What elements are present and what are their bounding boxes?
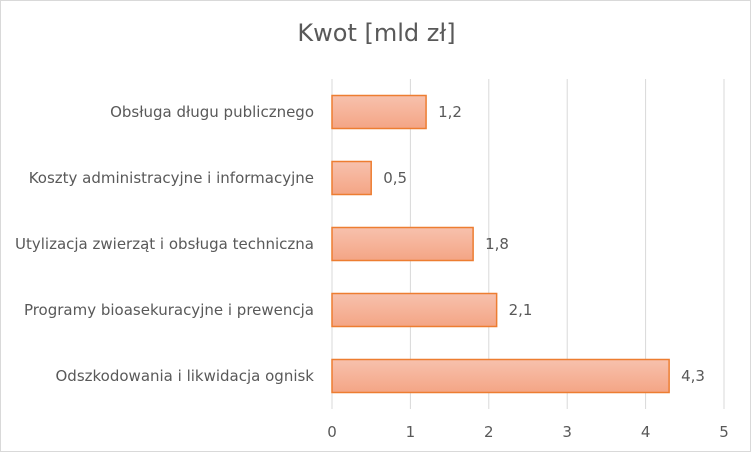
bar [331, 292, 498, 328]
bar [331, 160, 372, 196]
x-tick-label: 1 [406, 423, 416, 441]
category-label: Programy bioasekuracyjne i prewencja [24, 301, 314, 319]
chart-title: Kwot [mld zł] [297, 19, 456, 47]
data-label: 1,8 [485, 235, 509, 253]
x-tick-label: 4 [641, 423, 651, 441]
bar [331, 94, 427, 130]
x-tick-label: 3 [562, 423, 572, 441]
data-label: 0,5 [383, 169, 407, 187]
category-label: Odszkodowania i likwidacja ognisk [56, 367, 315, 385]
x-tick-label: 5 [719, 423, 729, 441]
x-tick-label: 2 [484, 423, 494, 441]
bar [331, 358, 670, 394]
bar [331, 226, 474, 262]
category-label: Koszty administracyjne i informacyjne [29, 169, 314, 187]
category-label: Utylizacja zwierząt i obsługa techniczna [15, 235, 314, 253]
data-label: 4,3 [681, 367, 705, 385]
data-label: 1,2 [438, 103, 462, 121]
x-tick-label: 0 [327, 423, 337, 441]
data-label: 2,1 [509, 301, 533, 319]
category-label: Obsługa długu publicznego [110, 103, 314, 121]
